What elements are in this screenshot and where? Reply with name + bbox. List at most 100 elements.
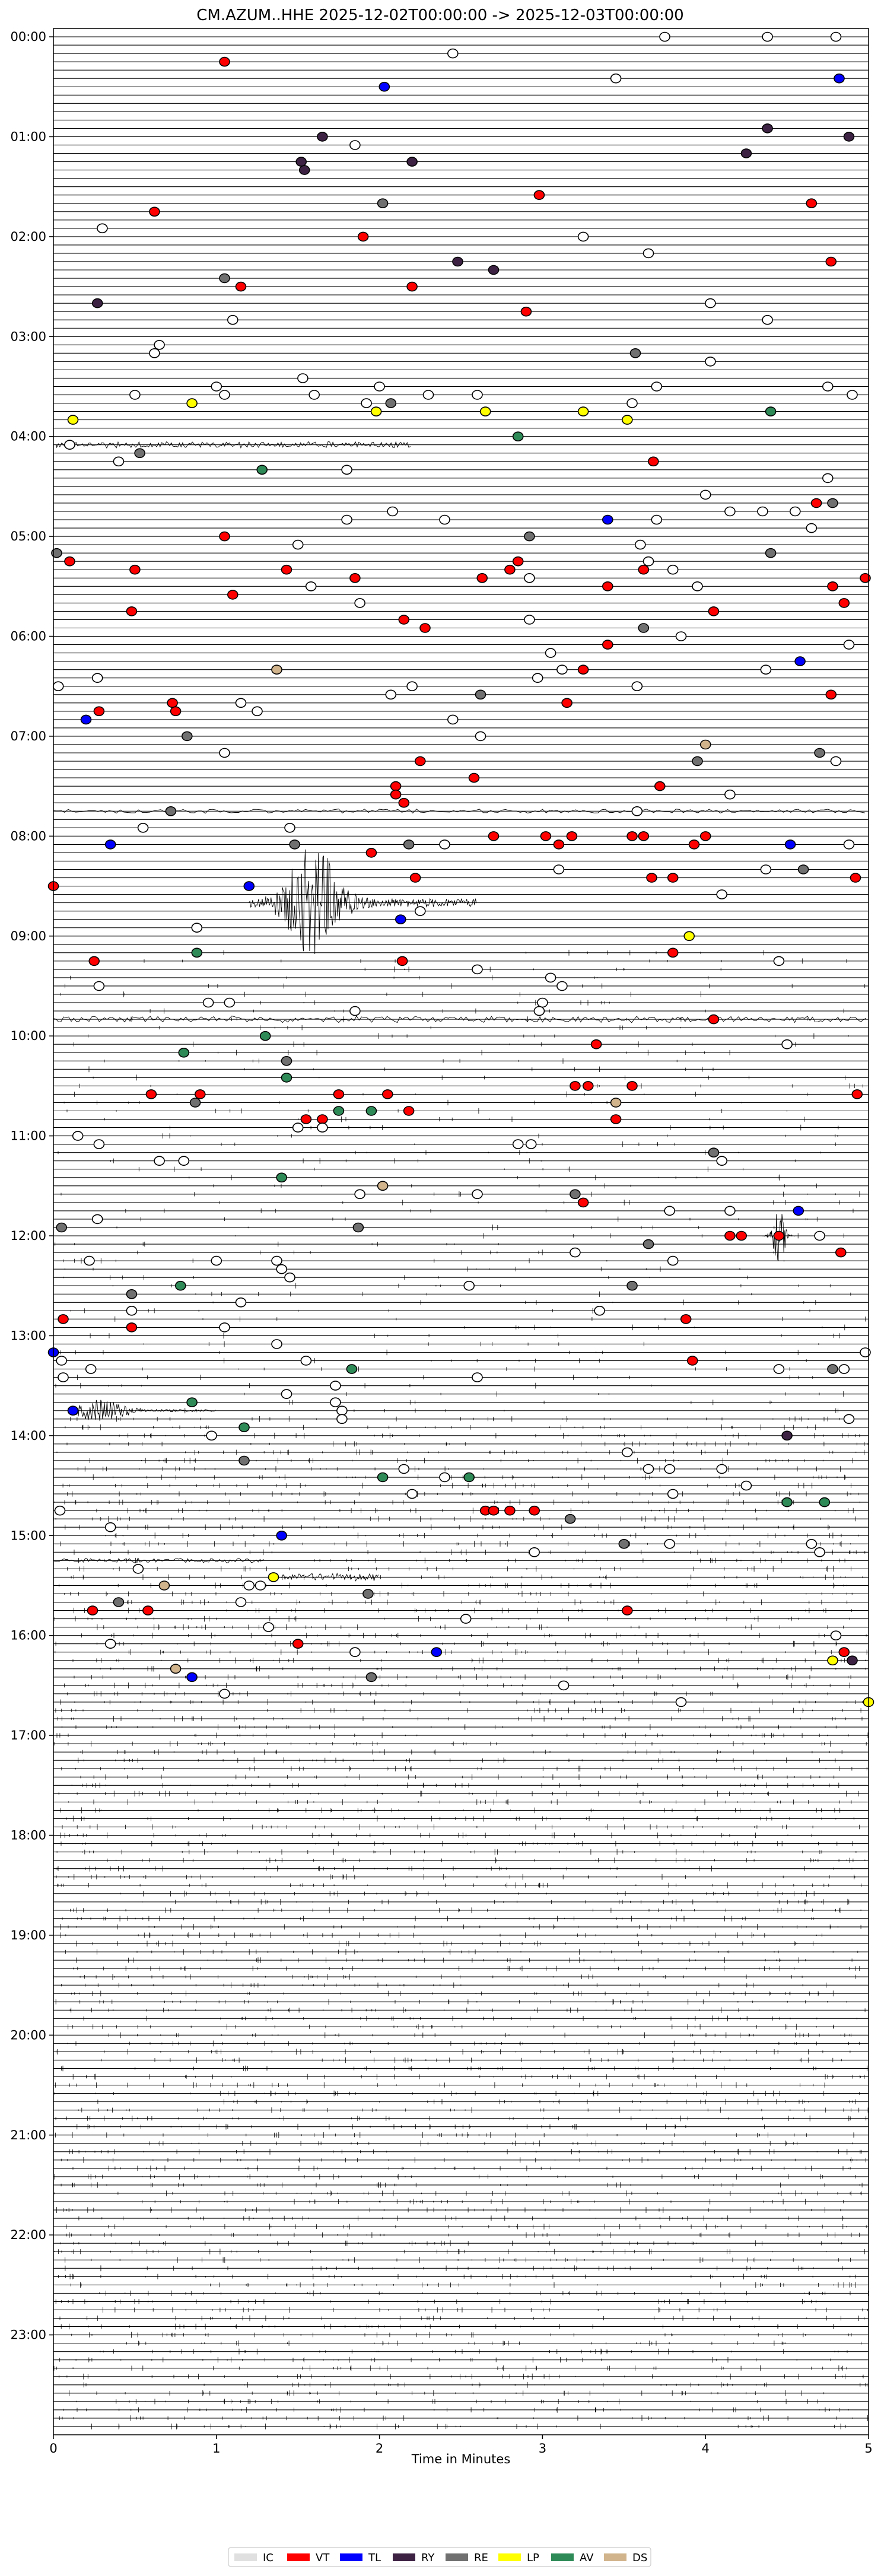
event-marker-ic [822,473,834,484]
event-marker-vt [398,797,410,808]
event-marker-ry [406,157,418,167]
event-marker-vt [88,956,100,966]
event-marker-re [564,1513,576,1524]
event-marker-tl [276,1531,288,1541]
y-tick-label: 07:00 [10,729,46,743]
event-marker-vt [219,56,230,67]
event-marker-vt [419,623,431,633]
event-marker-ic [387,506,398,517]
event-marker-re [827,498,838,508]
event-marker-ic [643,556,654,567]
y-tick-label: 22:00 [10,2228,46,2242]
event-markers [47,31,874,1707]
event-marker-ic [529,1547,540,1557]
event-marker-vt [414,756,426,767]
event-marker-ic [830,1630,842,1640]
event-marker-ic [97,223,108,234]
event-marker-ic [336,1414,348,1424]
x-tick-label: 3 [539,2441,546,2456]
burst-05-00 [56,441,411,449]
event-marker-ic [512,1139,524,1149]
event-marker-ic [235,1597,247,1607]
event-marker-vt [810,498,822,508]
event-marker-ry [91,298,103,309]
event-marker-ic [439,839,450,850]
event-marker-ic [255,1580,266,1591]
event-marker-ic [460,1614,472,1624]
event-marker-re [181,731,193,742]
event-marker-ic [84,1255,95,1266]
event-marker-ic [154,1156,165,1166]
event-marker-vt [648,456,659,467]
event-marker-tl [67,1405,79,1416]
event-marker-ic [664,1464,675,1474]
event-marker-ic [219,748,230,758]
event-marker-av [512,431,524,442]
event-marker-ic [235,698,247,708]
event-marker-ic [149,348,160,358]
event-marker-re [827,1364,838,1374]
event-marker-vt [708,1014,720,1025]
y-tick-label: 18:00 [10,1828,46,1843]
event-marker-lp [67,415,79,425]
legend-swatch-lp [498,2553,521,2561]
event-marker-ic [281,1389,292,1399]
chart-title: CM.AZUM..HHE 2025-12-02T00:00:00 -> 2025… [196,7,683,24]
event-marker-ic [271,1255,282,1266]
event-marker-av [346,1364,358,1374]
event-marker-ic [336,1405,348,1416]
event-marker-ic [224,997,236,1008]
event-marker-vt [476,573,488,583]
legend-label: RE [474,2552,488,2564]
event-marker-vt [590,1039,602,1050]
event-marker-ic [664,1206,675,1216]
event-marker-vt [827,581,838,591]
event-marker-re [814,748,825,758]
legend-box [228,2547,651,2567]
event-marker-re [113,1597,125,1607]
event-marker-ic [93,1139,105,1149]
event-marker-ic [104,1522,116,1532]
event-marker-ic [126,1306,138,1316]
event-marker-vt [708,606,720,616]
legend-swatch-ry [393,2553,415,2561]
event-marker-re [638,623,650,633]
event-marker-ic [675,1697,687,1707]
event-marker-ic [814,1547,825,1557]
event-marker-ry [843,132,855,142]
event-marker-vt [736,1230,747,1241]
event-marker-ic [292,1122,304,1133]
burst-19-05 [72,1400,216,1421]
event-marker-ic [533,1006,545,1016]
legend-label: VT [316,2552,330,2564]
x-tick-label: 0 [49,2441,57,2456]
event-marker-ic [610,73,622,84]
event-marker-ds [699,739,711,750]
event-marker-vt [468,772,480,783]
event-marker-ic [724,506,736,517]
event-marker-ic [524,615,535,625]
event-marker-ic [398,1464,410,1474]
event-marker-av [365,1106,377,1116]
event-marker-re [56,1222,67,1233]
event-marker-vt [851,1089,863,1099]
event-marker-ry [452,256,463,267]
event-marker-vt [504,564,516,575]
event-marker-vt [688,839,700,850]
event-marker-ic [472,964,483,975]
event-marker-lp [577,406,589,416]
event-marker-av [238,1422,250,1433]
event-marker-ds [170,1664,182,1674]
y-tick-label: 00:00 [10,30,46,44]
event-marker-ry [762,123,773,133]
event-marker-ic [292,539,304,550]
event-marker-ic [447,48,459,59]
y-tick-label: 13:00 [10,1328,46,1343]
event-marker-tl [784,839,796,850]
x-tick-label: 1 [212,2441,220,2456]
x-axis-label: Time in Minutes [411,2452,511,2466]
event-marker-re [352,1222,364,1233]
event-marker-vt [142,1605,154,1615]
event-marker-tl [834,73,845,84]
